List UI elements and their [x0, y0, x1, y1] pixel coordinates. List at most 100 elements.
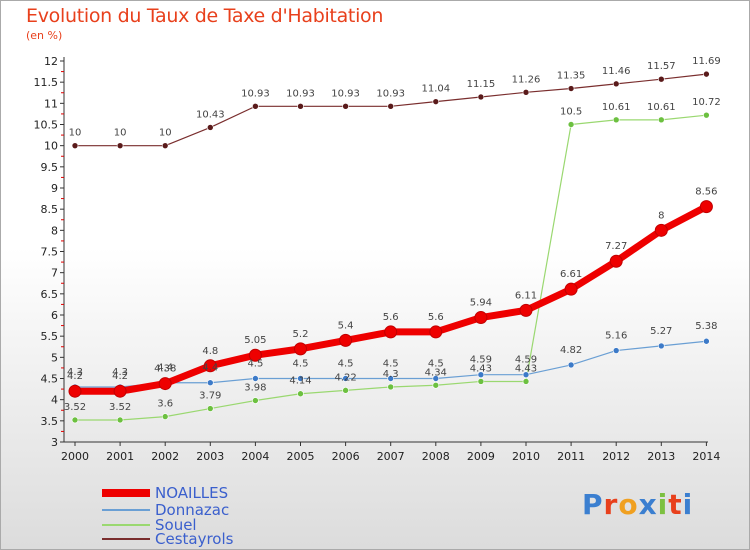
- data-point: [703, 337, 710, 345]
- data-point: [252, 397, 259, 404]
- data-label: 10.93: [331, 88, 360, 99]
- data-label: 4.14: [289, 376, 311, 387]
- data-label: 4.43: [515, 363, 537, 374]
- data-point: [387, 375, 395, 382]
- data-point: [564, 282, 578, 296]
- series-lines: [68, 70, 713, 424]
- data-label: 4.5: [338, 359, 354, 370]
- data-label: 10.61: [602, 102, 631, 113]
- chart-title: Evolution du Taux de Taxe d'Habitation: [26, 5, 384, 27]
- logo-letter: x: [638, 488, 658, 521]
- data-point: [657, 116, 665, 124]
- data-label: 3.79: [199, 391, 221, 402]
- data-point: [432, 381, 440, 389]
- data-point: [297, 375, 304, 382]
- y-tick-label: 6: [51, 309, 58, 322]
- x-tick-label: 2004: [241, 450, 269, 463]
- data-label: 11.57: [647, 61, 676, 72]
- data-point: [339, 333, 353, 347]
- data-label: 4.4: [202, 363, 218, 374]
- data-label: 4.5: [293, 359, 309, 370]
- data-point: [203, 359, 217, 373]
- data-label: 11.15: [467, 79, 496, 90]
- data-label: 11.46: [602, 66, 631, 77]
- data-label: 10.61: [647, 102, 676, 113]
- axes: 3 3.5 4 4.5 5 5.5 6 6.5 7 7.5 8 8.5 9 9.5 10 10.5 11 11.5…: [34, 55, 721, 463]
- data-point: [477, 93, 485, 101]
- data-point: [567, 121, 575, 128]
- y-tick-label: 11: [44, 97, 58, 110]
- x-tick-label: 2002: [151, 450, 179, 463]
- legend-label: Donnazac: [155, 501, 229, 519]
- data-label: 4.3: [67, 367, 83, 378]
- data-point: [567, 85, 575, 92]
- y-tick-label: 5: [51, 351, 58, 364]
- data-point: [248, 348, 262, 362]
- y-tick-label: 7: [51, 267, 58, 280]
- data-point: [252, 375, 259, 382]
- data-point: [519, 303, 533, 317]
- proxiti-logo: Proxiti: [582, 488, 693, 521]
- data-point: [161, 142, 169, 149]
- data-point: [703, 70, 710, 78]
- x-tick-label: 2014: [692, 450, 720, 463]
- data-point: [297, 390, 304, 398]
- data-point: [252, 102, 259, 110]
- data-point: [387, 102, 395, 110]
- x-tick-label: 2000: [61, 450, 89, 463]
- data-label: 4.82: [560, 345, 582, 356]
- data-label: 4.2: [112, 371, 128, 382]
- data-point: [432, 375, 440, 382]
- y-tick-label: 4.5: [41, 373, 59, 386]
- data-point: [477, 371, 485, 378]
- logo-letter: r: [603, 488, 619, 521]
- data-label: 4.43: [470, 363, 492, 374]
- data-label: 4.59: [515, 355, 537, 366]
- y-tick-label: 10.5: [34, 119, 59, 132]
- data-label: 10: [114, 128, 127, 139]
- data-label: 4.5: [428, 359, 444, 370]
- data-point: [654, 223, 668, 237]
- y-tick-label: 3.5: [41, 415, 59, 428]
- data-label: 4.3: [112, 367, 128, 378]
- y-tick-label: 7.5: [41, 246, 59, 259]
- data-point: [522, 378, 530, 385]
- x-tick-label: 2013: [647, 450, 675, 463]
- data-label: 4.3: [383, 369, 399, 380]
- data-point: [297, 102, 304, 110]
- data-label: 5.2: [293, 329, 309, 340]
- data-point: [609, 254, 623, 268]
- y-tick-label: 6.5: [41, 288, 59, 301]
- x-tick-label: 2003: [196, 450, 224, 463]
- y-tick-label: 12: [44, 55, 58, 68]
- data-label: 5.4: [338, 320, 354, 331]
- data-label: 11.04: [421, 84, 450, 95]
- data-point: [207, 405, 214, 412]
- y-tick-label: 5.5: [41, 330, 59, 343]
- data-point: [71, 416, 79, 424]
- legend-label: NOAILLES: [155, 484, 228, 502]
- data-label: 3.52: [109, 402, 131, 413]
- data-label: 10.93: [376, 88, 405, 99]
- data-label: 11.69: [692, 56, 721, 67]
- data-label: 10: [69, 128, 82, 139]
- data-label: 3.98: [244, 383, 266, 394]
- x-tick-label: 2012: [602, 450, 630, 463]
- data-point: [294, 342, 307, 356]
- data-label: 10.93: [286, 88, 315, 99]
- logo-letter: i: [682, 488, 694, 521]
- data-point: [342, 102, 349, 110]
- data-label: 5.05: [244, 335, 266, 346]
- data-label: 4.5: [383, 359, 399, 370]
- data-label: 4.22: [334, 372, 356, 383]
- data-label: 5.38: [695, 321, 717, 332]
- data-label: 3.6: [157, 399, 173, 410]
- data-point: [342, 387, 349, 394]
- data-label: 10.72: [692, 97, 721, 108]
- data-label: 11.26: [512, 74, 541, 85]
- data-point: [71, 142, 79, 149]
- data-point: [612, 80, 620, 88]
- data-label: 5.6: [383, 312, 399, 323]
- data-label: 8.56: [695, 187, 717, 198]
